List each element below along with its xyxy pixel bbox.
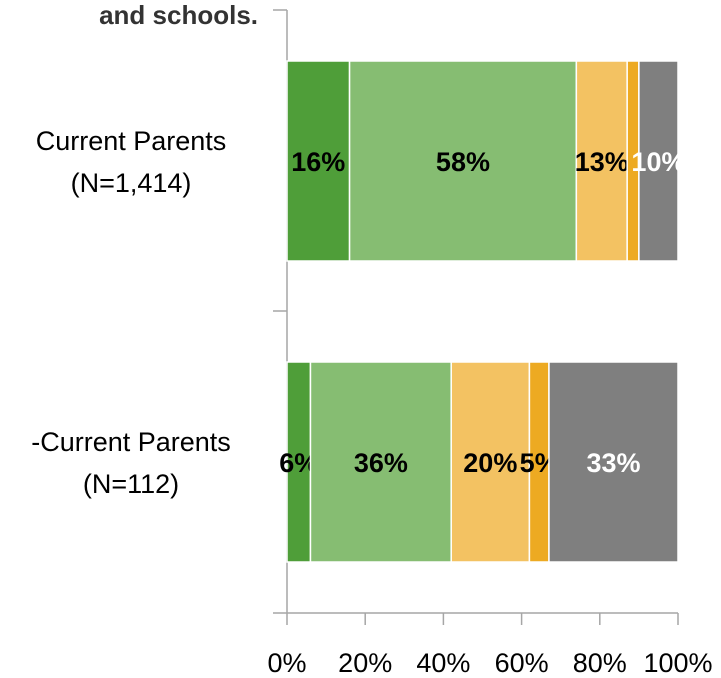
bar-group: 6% 36% 20% 5% 33% (279, 361, 679, 563)
data-label: 16% (291, 147, 345, 177)
category-label: -Current Parents (31, 427, 231, 457)
data-label: 10% (631, 147, 685, 177)
bar-segment (309, 361, 452, 563)
x-tick-label: 100% (643, 648, 712, 678)
data-label: 58% (436, 147, 490, 177)
data-label: 33% (586, 448, 640, 478)
x-tick-labels: 0% 20% 40% 60% 80% 100% (267, 648, 712, 678)
x-tick-label: 80% (573, 648, 627, 678)
x-tick-label: 0% (267, 648, 306, 678)
category-label: Current Parents (36, 126, 227, 156)
x-tick-label: 20% (338, 648, 392, 678)
category-labels: Current Parents (N=1,414) -Current Parents… (31, 126, 231, 499)
x-tick-label: 60% (495, 648, 549, 678)
category-label-n: (N=112) (83, 469, 179, 499)
bars: 16% 58% 13% 10%6% 36% 20% 5% 33% (279, 60, 685, 563)
bar-segment (548, 361, 679, 563)
data-label: 36% (354, 448, 408, 478)
bar-segment (450, 361, 531, 563)
data-label: 13% (575, 147, 629, 177)
x-tick-label: 40% (416, 648, 470, 678)
bar-segment (638, 60, 679, 262)
bar-segment (348, 60, 578, 262)
bar-segment (286, 60, 351, 262)
data-label: 20% (463, 448, 517, 478)
bar-group: 16% 58% 13% 10% (286, 60, 685, 262)
chart-title: and schools. (99, 0, 258, 30)
category-label-n: (N=1,414) (71, 168, 192, 198)
